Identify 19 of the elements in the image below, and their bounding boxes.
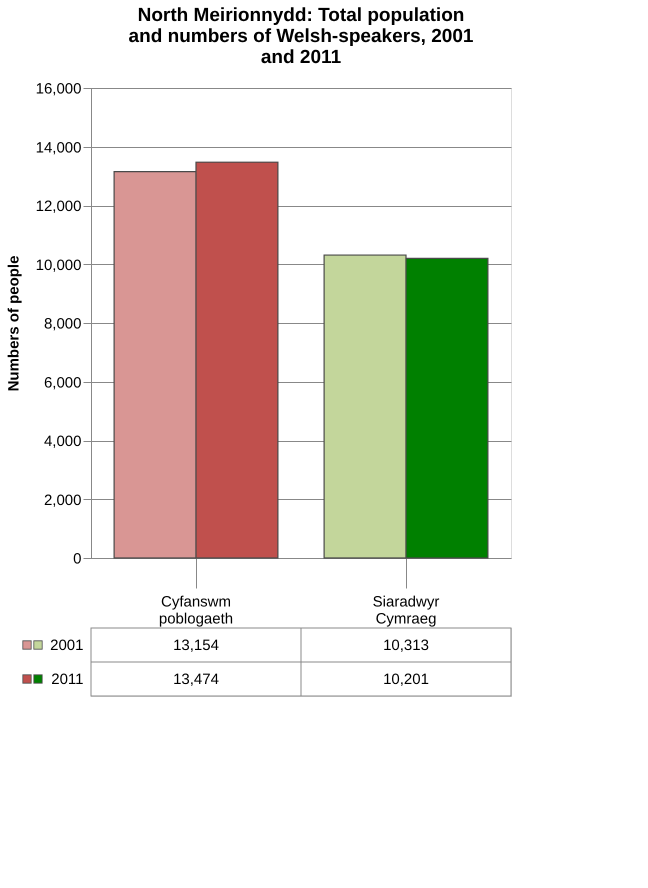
data-label: 10,313 <box>383 637 429 654</box>
y-tick-label: 10,000 <box>36 256 82 274</box>
x-tick-label: Cyfanswm poblogaeth <box>158 594 234 628</box>
legend-label: 2001 <box>50 637 84 654</box>
y-tick-label: 2,000 <box>44 492 82 509</box>
data-label: 10,201 <box>383 671 429 688</box>
y-tick-label: 0 <box>73 550 82 568</box>
data-label: 13,154 <box>173 637 219 654</box>
y-axis-title: Numbers of people <box>6 256 23 392</box>
y-tick-label: 12,000 <box>36 198 82 215</box>
y-tick-label: 4,000 <box>44 433 82 450</box>
legend-label: 2011 <box>51 671 84 688</box>
chart-title: North Meirionnydd: Total population and numbers of Welsh-speakers, 2001 and 2011 <box>128 5 474 68</box>
y-tick-label: 8,000 <box>44 316 82 332</box>
y-tick-label: 16,000 <box>36 80 82 98</box>
x-tick-label: Siaradwyr Cymraeg <box>372 594 440 628</box>
data-label: 13,474 <box>173 671 219 688</box>
y-tick-label: 6,000 <box>44 374 82 392</box>
y-tick-label: 14,000 <box>36 139 82 156</box>
